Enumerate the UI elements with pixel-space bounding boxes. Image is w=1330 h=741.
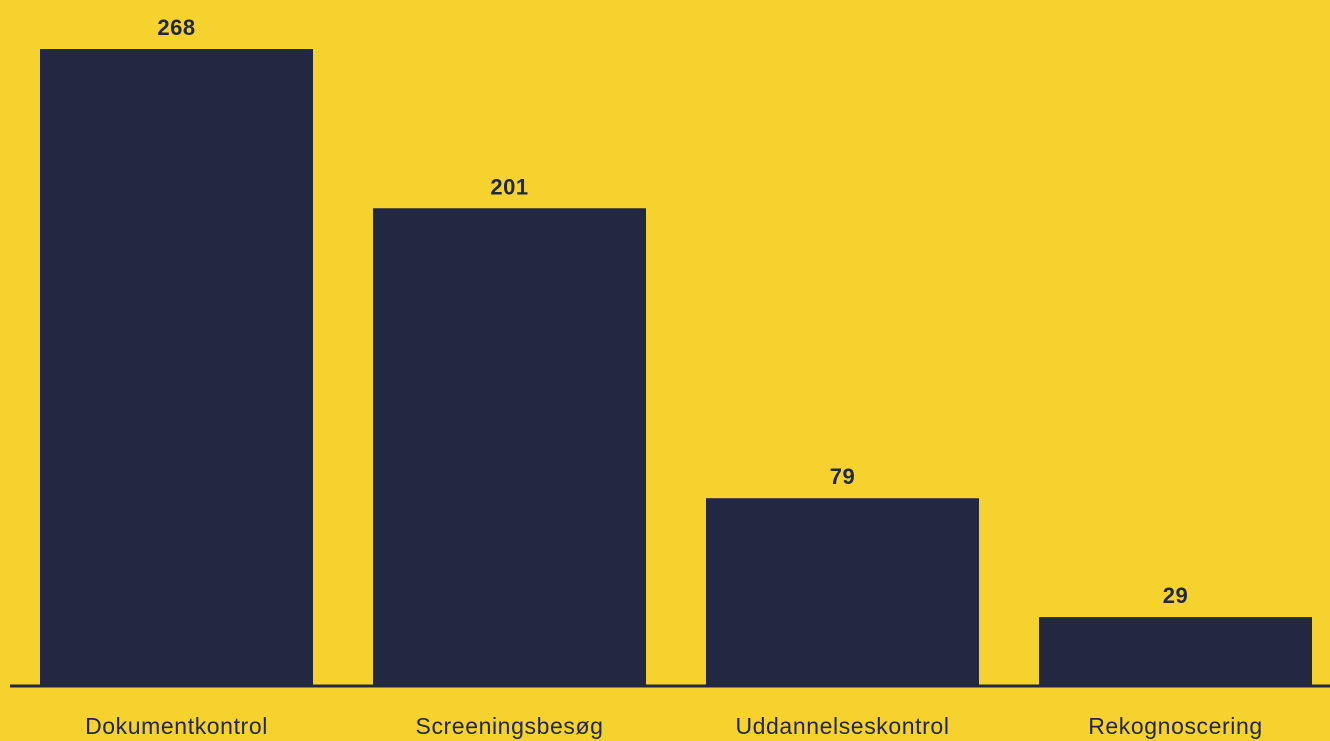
category-label: Rekognoscering (1088, 713, 1263, 739)
data-label: 268 (157, 15, 195, 40)
data-label: 29 (1163, 583, 1188, 608)
bar-screeningsbesøg (373, 208, 646, 686)
category-label: Dokumentkontrol (85, 713, 268, 739)
data-label: 201 (490, 174, 528, 199)
bar-uddannelseskontrol (706, 498, 979, 686)
category-label: Uddannelseskontrol (735, 713, 949, 739)
bar-rekognoscering (1039, 617, 1312, 686)
category-label: Screeningsbesøg (416, 713, 604, 739)
bar-dokumentkontrol (40, 49, 313, 686)
data-label: 79 (830, 464, 855, 489)
